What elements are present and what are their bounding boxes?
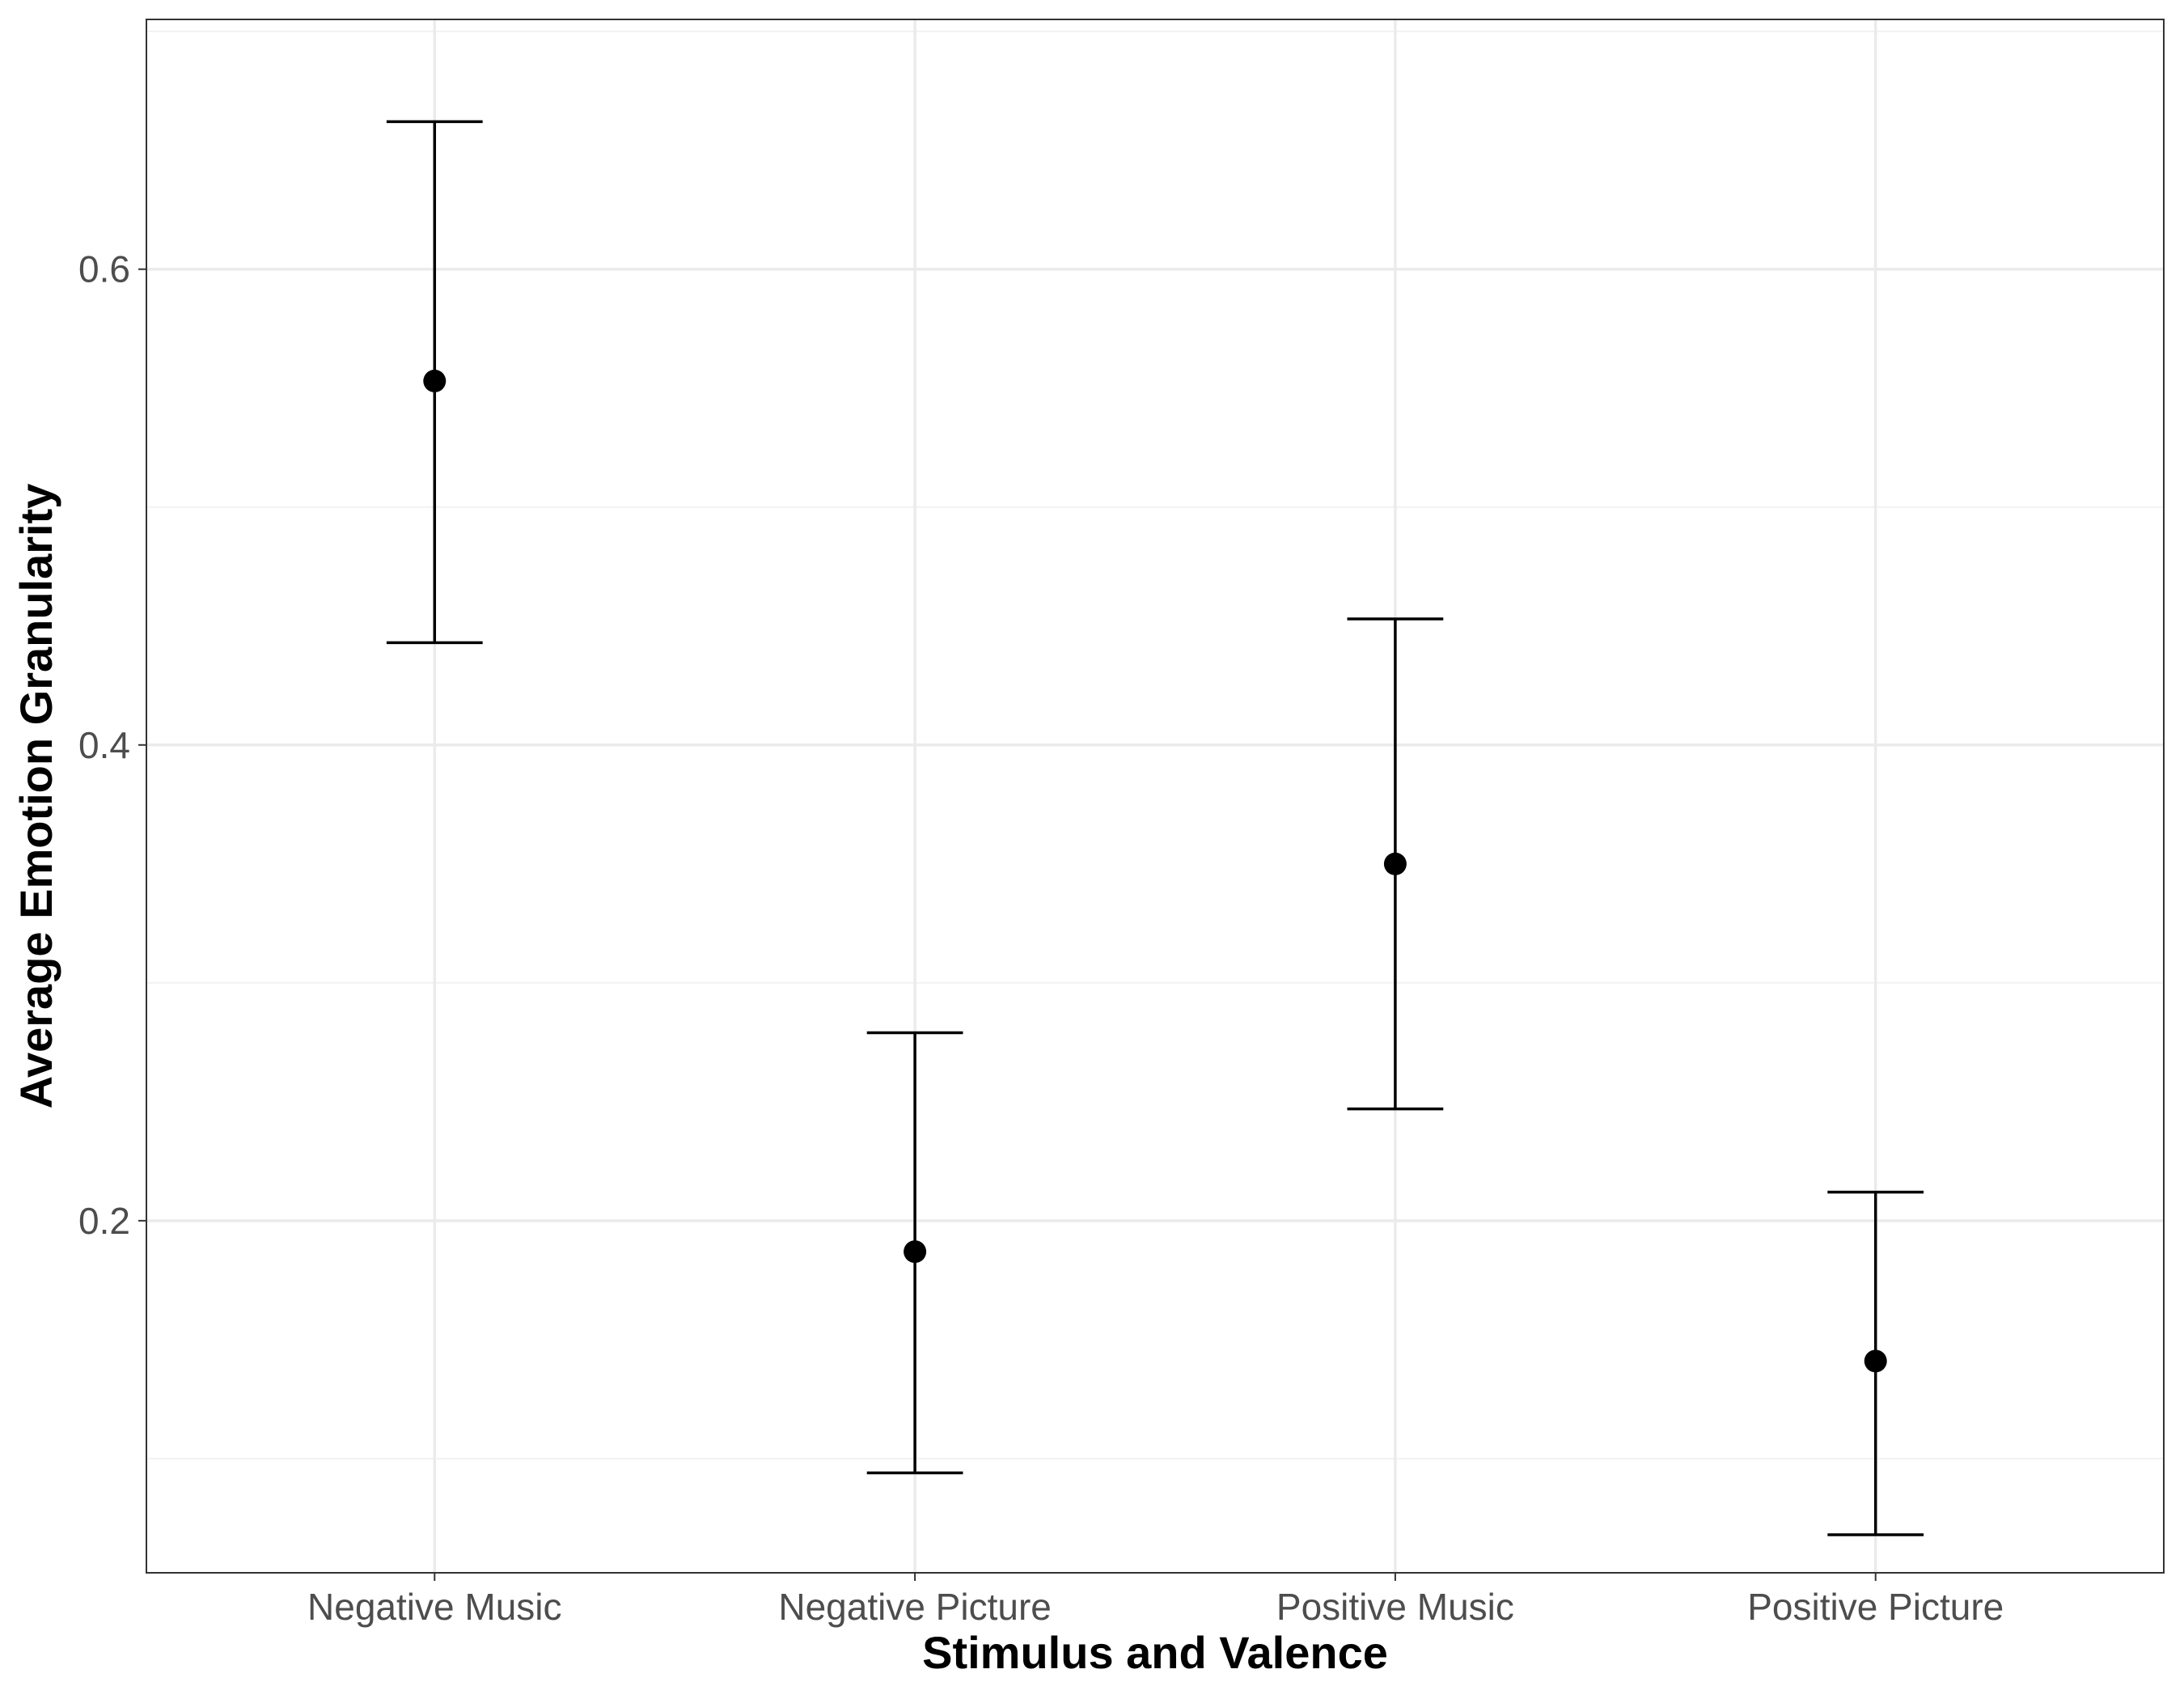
x-axis-title: Stimulus and Valence bbox=[922, 1627, 1388, 1678]
data-points bbox=[423, 369, 1887, 1373]
plot-border bbox=[146, 19, 2165, 1574]
major-gridlines bbox=[146, 19, 2164, 1573]
y-axis: 0.2 0.4 0.6 bbox=[78, 248, 146, 1242]
x-tick-label-3: Positive Music bbox=[1276, 1586, 1514, 1628]
x-tick-label-4: Positive Picture bbox=[1747, 1586, 2004, 1628]
y-axis-title: Average Emotion Granularity bbox=[11, 484, 61, 1109]
x-tick-label-2: Negative Picture bbox=[778, 1586, 1052, 1628]
x-tick-label-1: Negative Music bbox=[307, 1586, 561, 1628]
mean-point-4 bbox=[1864, 1349, 1887, 1373]
x-axis: Negative Music Negative Picture Positive M… bbox=[307, 1573, 2004, 1628]
minor-gridlines bbox=[146, 30, 2164, 1460]
y-tick-label-2: 0.4 bbox=[78, 724, 130, 766]
mean-point-3 bbox=[1383, 852, 1407, 875]
y-tick-label-1: 0.2 bbox=[78, 1200, 130, 1242]
mean-point-1 bbox=[423, 369, 447, 392]
plot-background bbox=[146, 19, 2164, 1573]
y-tick-label-3: 0.6 bbox=[78, 248, 130, 290]
mean-point-2 bbox=[904, 1240, 927, 1264]
